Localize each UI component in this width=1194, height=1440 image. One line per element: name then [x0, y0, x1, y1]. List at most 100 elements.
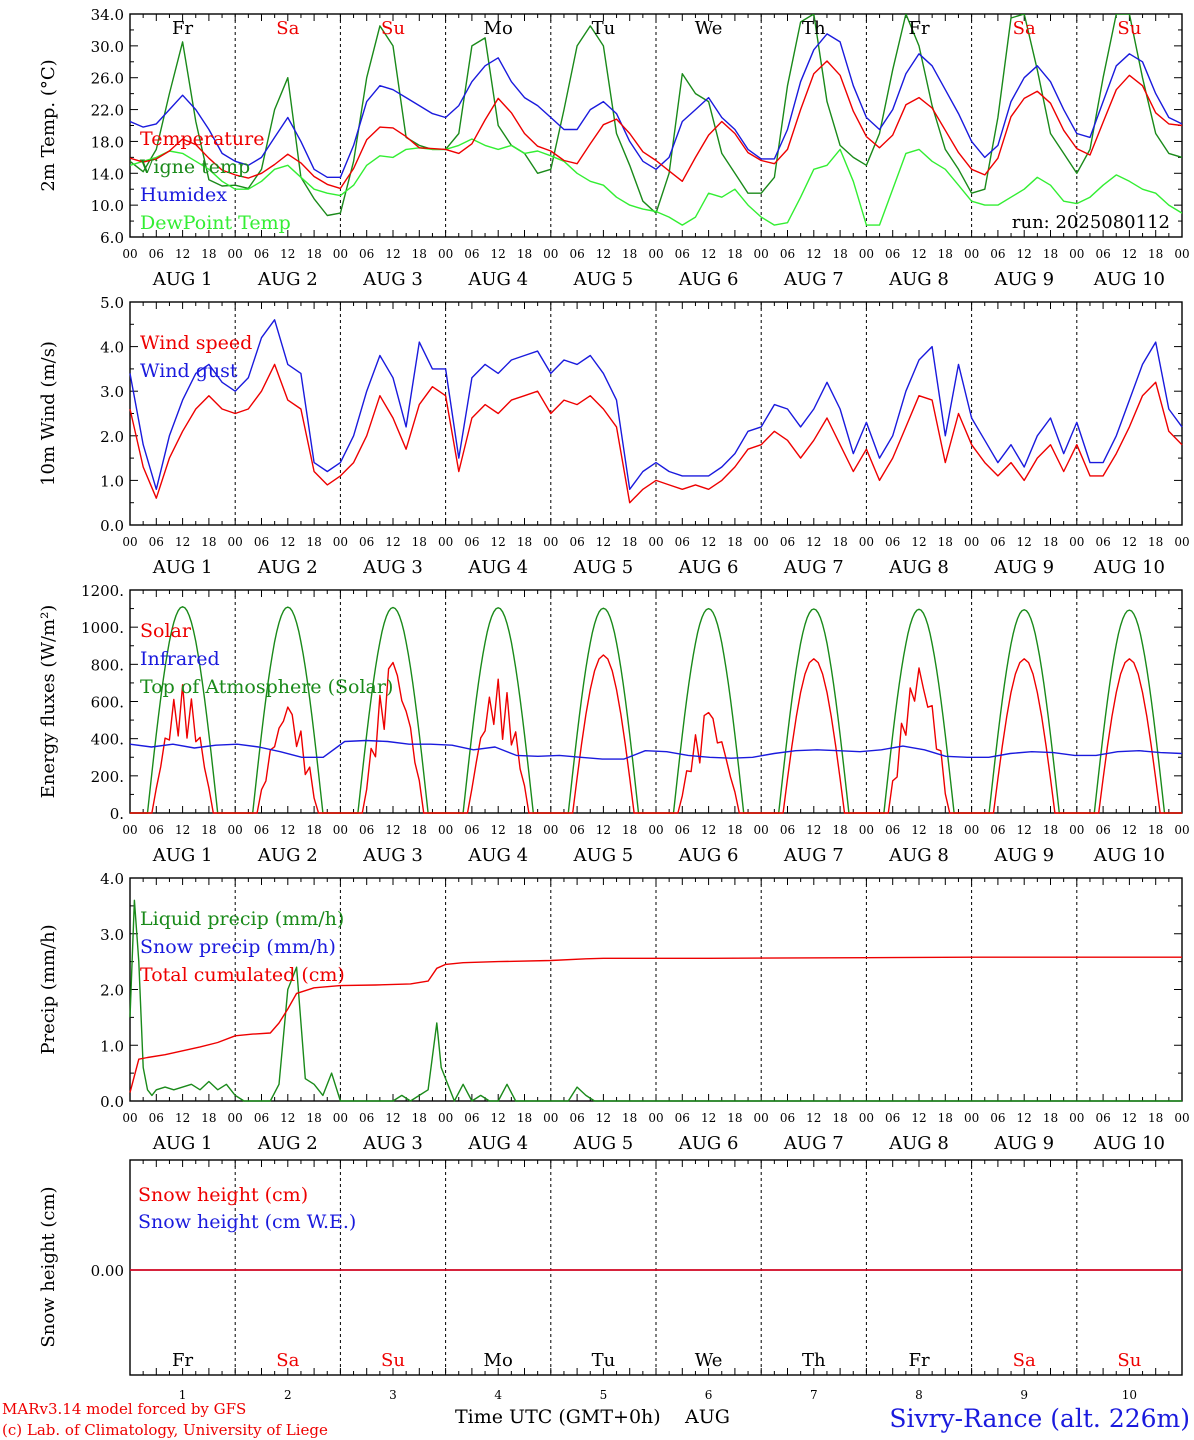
- hour-tick-label: 06: [569, 1111, 584, 1125]
- date-label: AUG 1: [152, 845, 213, 866]
- hour-tick-label: 00: [964, 535, 979, 549]
- panel-4-y-axis: 0.0 1.0 2.0 3.0 4.0 Precip (mm/h): [38, 870, 1182, 1111]
- hour-tick-label: 12: [806, 1111, 821, 1125]
- date-label: AUG 10: [1093, 269, 1165, 290]
- model-credit: MARv3.14 model forced by GFS: [2, 1400, 246, 1418]
- series-solar: [130, 654, 1182, 814]
- hour-tick-label: 12: [701, 247, 716, 261]
- date-label: AUG 5: [573, 845, 634, 866]
- hour-tick-label: 12: [806, 247, 821, 261]
- hour-tick-label: 00: [1069, 823, 1084, 837]
- hour-tick-label: 18: [306, 535, 321, 549]
- date-label: AUG 6: [678, 557, 739, 578]
- hour-tick-label: 18: [938, 247, 953, 261]
- hour-tick-label: 18: [306, 1111, 321, 1125]
- day-number: 9: [1020, 1388, 1028, 1402]
- hour-tick-label: 00: [754, 1111, 769, 1125]
- hour-tick-label: 06: [675, 823, 690, 837]
- hour-tick-label: 12: [596, 823, 611, 837]
- y-tick-label: 1200.: [81, 582, 124, 600]
- day-number: 6: [705, 1388, 713, 1402]
- panel-5-frame: [129, 1159, 1183, 1376]
- hour-tick-label: 00: [859, 535, 874, 549]
- hour-tick-label: 18: [412, 823, 427, 837]
- hour-tick-label: 18: [1148, 823, 1163, 837]
- hour-tick-label: 18: [1043, 247, 1058, 261]
- hour-tick-label: 00: [543, 535, 558, 549]
- day-number: 2: [284, 1388, 292, 1402]
- weekday-label: Mo: [484, 18, 513, 39]
- hour-tick-label: 18: [832, 535, 847, 549]
- hour-tick-label: 12: [175, 823, 190, 837]
- hour-tick-label: 00: [964, 1111, 979, 1125]
- y-tick-label: 10.0: [91, 197, 124, 215]
- hour-tick-label: 00: [1174, 823, 1189, 837]
- date-label: AUG 5: [573, 269, 634, 290]
- hour-tick-label: 18: [412, 535, 427, 549]
- hour-tick-label: 00: [122, 823, 137, 837]
- y-tick-label: 800.: [91, 656, 124, 674]
- hour-tick-label: 00: [543, 1111, 558, 1125]
- hour-tick-label: 12: [1122, 247, 1137, 261]
- temperature-plot: Fr Sa Su Mo Tu We Th Fr Sa Su Temperature Vigne tem…: [130, 14, 1182, 234]
- y-axis-label: Precip (mm/h): [38, 924, 59, 1054]
- weekday-label: Mo: [484, 1350, 513, 1371]
- date-label: AUG 10: [1093, 845, 1165, 866]
- hour-tick-label: 06: [1095, 1111, 1110, 1125]
- weekday-label: Su: [1117, 1350, 1141, 1371]
- y-tick-label: 3.0: [100, 926, 124, 944]
- hour-tick-label: 00: [754, 823, 769, 837]
- wind-plot: Wind speed Wind gust: [129, 319, 1183, 504]
- weekday-label: Fr: [172, 1350, 193, 1371]
- hour-tick-label: 18: [727, 535, 742, 549]
- hour-tick-label: 12: [491, 1111, 506, 1125]
- date-label: AUG 1: [152, 557, 213, 578]
- hour-tick-label: 12: [1017, 247, 1032, 261]
- weekday-label: Fr: [908, 1350, 929, 1371]
- hour-tick-label: 00: [438, 1111, 453, 1125]
- hour-tick-label: 06: [990, 1111, 1005, 1125]
- x-axis-label: Time UTC (GMT+0h): [455, 1406, 661, 1428]
- weekday-label: Su: [1117, 18, 1141, 39]
- series-humidex: [130, 33, 1182, 179]
- hour-tick-label: 18: [1148, 247, 1163, 261]
- hour-tick-label: 00: [333, 535, 348, 549]
- hour-tick-label: 18: [517, 1111, 532, 1125]
- hour-tick-label: 18: [727, 247, 742, 261]
- plot-border: [129, 589, 1183, 814]
- y-tick-label: 2.0: [100, 428, 124, 446]
- hour-tick-label: 12: [1017, 823, 1032, 837]
- hour-tick-label: 12: [911, 247, 926, 261]
- panel-1-y-axis: 6.0 10.0 14.0 18.0 22.0 26.0 30.0 34.0 2m Temp. …: [38, 6, 1182, 247]
- hour-tick-label: 06: [149, 1111, 164, 1125]
- date-label: AUG 3: [362, 557, 423, 578]
- hour-tick-label: 12: [1122, 823, 1137, 837]
- day-number: 5: [600, 1388, 608, 1402]
- date-label: AUG 7: [783, 845, 844, 866]
- date-label: AUG 8: [888, 845, 949, 866]
- day-number: 3: [389, 1388, 397, 1402]
- y-tick-label: 0.0: [100, 1093, 124, 1111]
- weekday-label: Tu: [592, 1350, 616, 1371]
- weekday-label: Tu: [592, 18, 616, 39]
- panel-2-y-axis: 0.0 1.0 2.0 3.0 4.0 5.0 10m Wind (m/s): [38, 294, 1182, 535]
- date-label: AUG 2: [257, 845, 318, 866]
- hour-tick-label: 00: [648, 1111, 663, 1125]
- hour-tick-label: 12: [385, 823, 400, 837]
- hour-tick-label: 06: [885, 823, 900, 837]
- hour-tick-label: 18: [306, 247, 321, 261]
- hour-tick-label: 06: [885, 535, 900, 549]
- footer: MARv3.14 model forced by GFS (c) Lab. of…: [2, 1400, 1190, 1439]
- precip-plot: Liquid precip (mm/h) Snow precip (mm/h) To…: [129, 899, 1182, 1102]
- hour-tick-label: 12: [701, 1111, 716, 1125]
- hour-tick-label: 06: [1095, 535, 1110, 549]
- hour-tick-label: 18: [306, 823, 321, 837]
- hour-tick-label: 06: [254, 535, 269, 549]
- hour-tick-label: 12: [1122, 1111, 1137, 1125]
- hour-tick-label: 18: [622, 247, 637, 261]
- hour-tick-label: 00: [438, 247, 453, 261]
- hour-tick-label: 12: [280, 247, 295, 261]
- weekday-label: We: [695, 1350, 723, 1371]
- hour-tick-label: 00: [1174, 1111, 1189, 1125]
